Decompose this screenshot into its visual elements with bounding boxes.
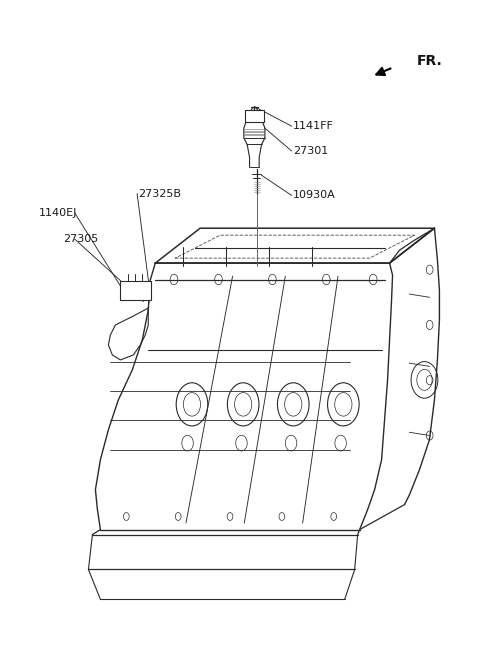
Text: 27305: 27305 (63, 234, 98, 244)
Text: 10930A: 10930A (293, 191, 336, 200)
Text: 27301: 27301 (293, 146, 328, 156)
Text: 27325B: 27325B (138, 189, 181, 198)
Text: 1141FF: 1141FF (293, 121, 334, 131)
FancyBboxPatch shape (120, 280, 151, 299)
Text: FR.: FR. (417, 54, 443, 68)
Text: 1140EJ: 1140EJ (39, 208, 77, 218)
FancyBboxPatch shape (245, 110, 264, 122)
